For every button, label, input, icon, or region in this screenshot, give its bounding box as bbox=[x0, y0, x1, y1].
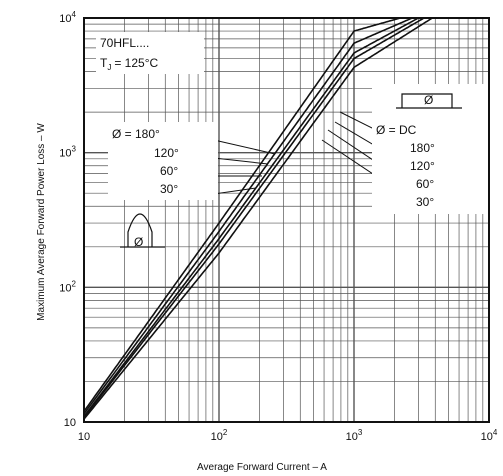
left-legend-angle-60: 60° bbox=[160, 164, 178, 178]
rectangular-waveform-icon bbox=[396, 93, 462, 109]
left-legend-box bbox=[108, 122, 218, 200]
leader-line-30 bbox=[213, 187, 257, 195]
right-phi-label: Ø bbox=[424, 93, 433, 107]
left-legend-angle-30: 30° bbox=[160, 182, 178, 196]
x-axis-label: Average Forward Current – A bbox=[197, 462, 327, 473]
leader-line-180 bbox=[213, 139, 276, 155]
x-tick-label: 102 bbox=[211, 428, 228, 443]
left-phi-label: Ø bbox=[134, 235, 143, 249]
y-tick-label: 104 bbox=[59, 10, 76, 25]
series-line-DC bbox=[83, 17, 433, 420]
x-tick-label: 103 bbox=[346, 428, 363, 443]
series-line-30 bbox=[83, 17, 401, 412]
junction-temp-label: TJ = 125°C bbox=[100, 56, 159, 72]
right-legend-angle-180: 180° bbox=[410, 141, 435, 155]
x-tick-label: 104 bbox=[481, 428, 498, 443]
right-legend-angle-60: 60° bbox=[416, 177, 434, 191]
half-sine-waveform-icon bbox=[120, 213, 165, 248]
y-axis-label: Maximum Average Forward Power Loss – W bbox=[36, 123, 47, 321]
plot-grid bbox=[83, 18, 489, 423]
right-legend-box bbox=[372, 84, 494, 214]
left-legend-title: Ø = 180° bbox=[112, 127, 160, 141]
series-line-60 bbox=[83, 17, 413, 415]
left-legend-angle-120: 120° bbox=[154, 146, 179, 160]
series-line-180 bbox=[83, 17, 425, 418]
series-line-120 bbox=[83, 17, 419, 417]
x-tick-label: 10 bbox=[78, 431, 90, 443]
device-label-box bbox=[96, 32, 204, 74]
plot-frame bbox=[83, 17, 490, 423]
right-legend-title: Ø = DC bbox=[376, 123, 417, 137]
device-label: 70HFL.... bbox=[100, 36, 149, 50]
ticks-group: 10 102 103 104 10 102 103 104 bbox=[59, 10, 498, 443]
curves-group bbox=[83, 17, 433, 420]
leader-line-120 bbox=[213, 157, 269, 165]
y-tick-label: 103 bbox=[59, 145, 76, 160]
y-tick-label: 10 bbox=[64, 417, 76, 429]
y-tick-label: 102 bbox=[59, 279, 76, 294]
right-legend-angle-30: 30° bbox=[416, 195, 434, 209]
right-legend-angle-120: 120° bbox=[410, 159, 435, 173]
